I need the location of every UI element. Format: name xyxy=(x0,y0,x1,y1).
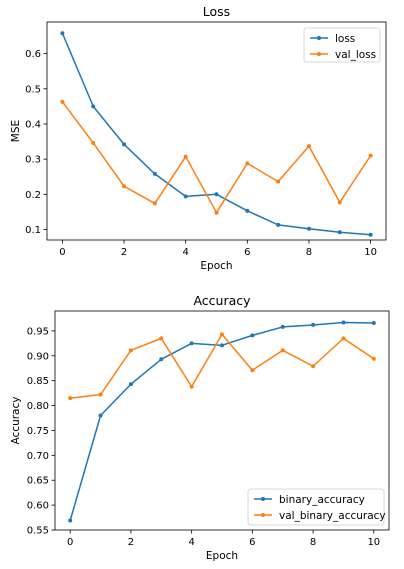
legend-swatch-marker xyxy=(317,36,321,40)
y-tick-label: 0.90 xyxy=(27,351,49,362)
x-tick-label: 2 xyxy=(121,247,127,258)
data-point-val-loss xyxy=(306,144,311,149)
y-tick-label: 0.80 xyxy=(27,401,49,412)
x-tick-label: 0 xyxy=(67,537,73,548)
data-point-binary-accuracy xyxy=(341,320,346,325)
data-point-val-binary-accuracy xyxy=(68,396,73,401)
x-tick-label: 2 xyxy=(128,537,134,548)
x-tick-label: 4 xyxy=(182,247,188,258)
legend-label: loss xyxy=(335,33,355,45)
legend-swatch-marker xyxy=(261,497,265,501)
data-point-loss xyxy=(60,31,65,36)
data-point-val-loss xyxy=(245,161,250,166)
data-point-val-binary-accuracy xyxy=(250,368,255,373)
x-tick-label: 10 xyxy=(364,247,377,258)
legend-label: val_loss xyxy=(335,49,376,61)
data-point-val-loss xyxy=(60,99,65,104)
y-tick-label: 0.60 xyxy=(27,501,49,512)
data-point-binary-accuracy xyxy=(280,324,285,329)
data-point-loss xyxy=(337,230,342,235)
data-point-val-loss xyxy=(276,179,281,184)
data-point-val-loss xyxy=(122,184,127,189)
data-point-loss xyxy=(214,192,219,197)
data-point-loss xyxy=(183,194,188,199)
x-tick-label: 10 xyxy=(367,537,380,548)
legend-box xyxy=(247,488,385,526)
data-point-binary-accuracy xyxy=(220,343,224,348)
legend-label: val_binary_accuracy xyxy=(279,510,386,522)
data-point-val-binary-accuracy xyxy=(159,336,164,341)
data-point-loss xyxy=(368,232,373,237)
data-point-loss xyxy=(122,142,127,147)
x-tick-label: 6 xyxy=(244,247,250,258)
data-point-val-binary-accuracy xyxy=(98,392,103,397)
y-tick-label: 0.85 xyxy=(27,376,49,387)
y-tick-label: 0.55 xyxy=(27,526,49,537)
data-point-val-binary-accuracy xyxy=(220,332,224,337)
data-point-binary-accuracy xyxy=(159,357,164,362)
data-point-binary-accuracy xyxy=(311,322,316,327)
x-axis-label: Epoch xyxy=(206,550,238,562)
legend-label: binary_accuracy xyxy=(279,494,365,506)
data-point-binary-accuracy xyxy=(189,341,194,346)
y-tick-label: 0.75 xyxy=(27,426,49,437)
data-point-val-loss xyxy=(214,210,219,215)
y-tick-label: 0.65 xyxy=(27,476,49,487)
legend-swatch-marker xyxy=(317,52,321,56)
data-point-loss xyxy=(306,226,311,231)
data-point-val-binary-accuracy xyxy=(341,336,346,341)
x-tick-label: 4 xyxy=(188,537,194,548)
data-point-binary-accuracy xyxy=(128,382,133,387)
x-tick-label: 8 xyxy=(306,247,312,258)
x-axis-label: Epoch xyxy=(200,260,232,272)
data-point-val-binary-accuracy xyxy=(371,356,376,361)
plot-frame xyxy=(54,310,390,531)
x-tick-label: 6 xyxy=(249,537,255,548)
data-point-val-loss xyxy=(337,200,342,205)
chart-title: Loss xyxy=(203,4,230,19)
y-axis-label: Accuracy xyxy=(10,397,22,445)
data-point-val-binary-accuracy xyxy=(280,348,285,353)
y-tick-label: 0.5 xyxy=(25,84,41,95)
x-tick-label: 8 xyxy=(310,537,316,548)
x-tick-label: 0 xyxy=(59,247,65,258)
data-point-loss xyxy=(245,208,250,213)
data-point-val-loss xyxy=(183,154,188,159)
y-tick-label: 0.95 xyxy=(27,326,49,337)
data-point-val-binary-accuracy xyxy=(311,364,316,369)
data-point-val-binary-accuracy xyxy=(189,384,194,389)
data-point-val-loss xyxy=(152,201,157,206)
y-tick-label: 0.1 xyxy=(25,225,41,236)
data-point-loss xyxy=(152,171,157,176)
data-point-binary-accuracy xyxy=(68,518,73,523)
data-point-binary-accuracy xyxy=(371,320,376,325)
data-point-val-binary-accuracy xyxy=(128,348,133,353)
legend-swatch-marker xyxy=(261,513,265,517)
data-point-loss xyxy=(91,104,96,109)
chart-title: Accuracy xyxy=(193,293,251,308)
data-point-binary-accuracy xyxy=(250,333,255,338)
y-tick-label: 0.4 xyxy=(25,119,41,130)
data-point-val-loss xyxy=(91,140,96,145)
loss-chart: Loss 0 2 4 6 8 10 0.1 0.2 0.3 0.4 0.5 0.6 Epoch MSE los… xyxy=(10,4,387,272)
y-tick-label: 0.2 xyxy=(25,190,41,201)
y-axis-label: MSE xyxy=(10,120,22,142)
y-tick-label: 0.6 xyxy=(25,49,41,60)
plot-frame xyxy=(46,21,387,241)
data-point-val-loss xyxy=(368,153,373,158)
data-point-loss xyxy=(276,222,281,227)
y-tick-label: 0.3 xyxy=(25,155,41,166)
accuracy-chart: Accuracy 0 2 4 6 8 10 0.55 0.60 0.65 0.70 0.75 0.80 0… xyxy=(10,293,390,562)
data-point-binary-accuracy xyxy=(98,413,103,418)
y-tick-label: 0.70 xyxy=(27,451,49,462)
